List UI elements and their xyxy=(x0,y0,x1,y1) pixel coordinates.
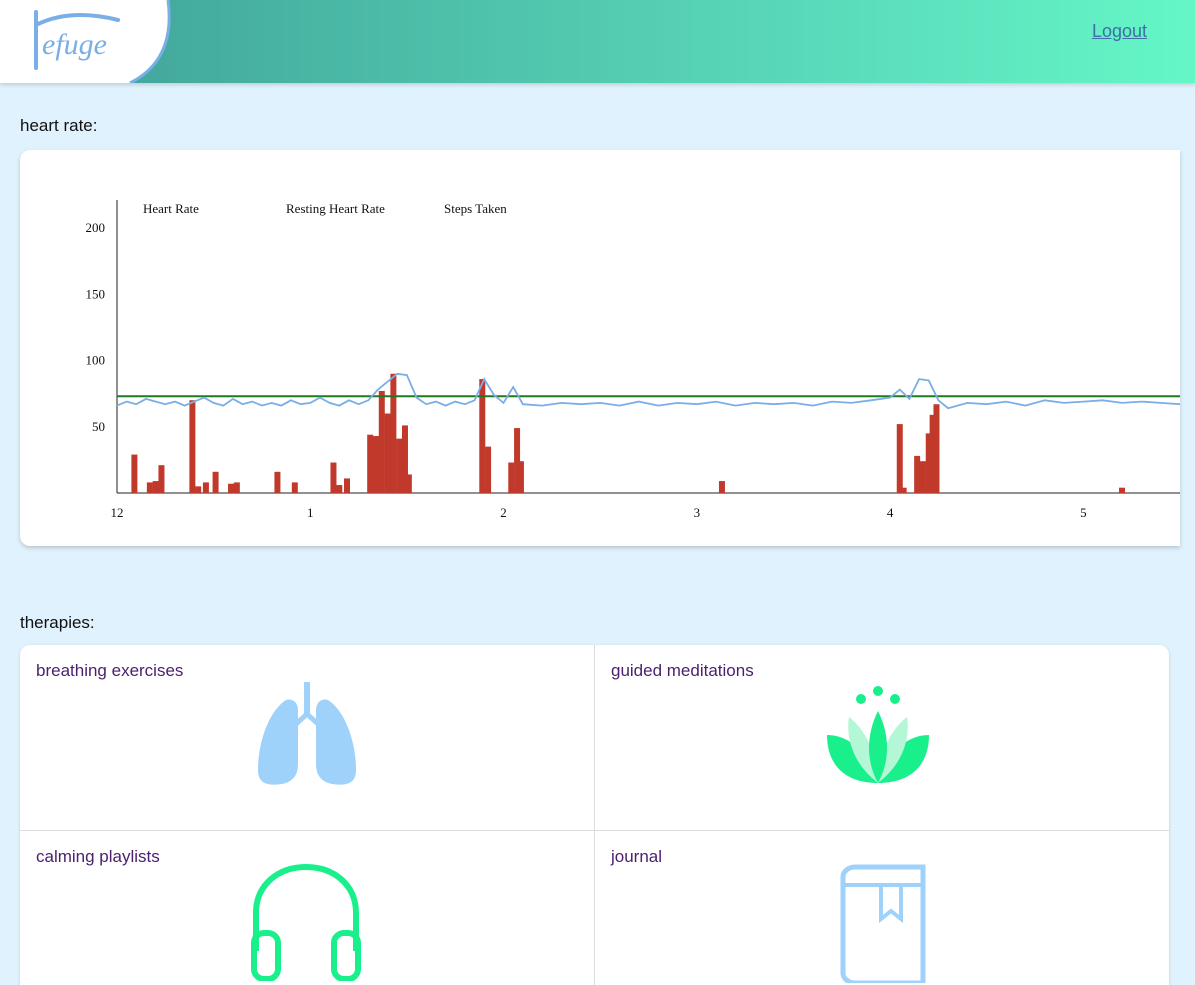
therapy-title: breathing exercises xyxy=(36,661,184,680)
y-tick-label: 100 xyxy=(86,353,106,368)
logo-mark: efuge xyxy=(0,0,171,83)
steps-bar xyxy=(914,455,921,493)
steps-bar xyxy=(1119,487,1126,493)
legend-item[interactable]: Resting Heart Rate xyxy=(286,201,385,216)
therapy-breathing-exercises[interactable]: breathing exercises xyxy=(20,645,594,831)
logout-link[interactable]: Logout xyxy=(1091,21,1147,41)
steps-bar xyxy=(228,483,235,493)
steps-bar xyxy=(718,481,725,493)
steps-bar xyxy=(396,438,403,493)
steps-bar xyxy=(212,471,219,493)
heart-rate-line xyxy=(116,372,1180,410)
x-tick-label: 12 xyxy=(111,505,124,520)
y-tick-label: 50 xyxy=(92,419,105,434)
steps-bar xyxy=(517,461,524,493)
steps-bar xyxy=(479,379,486,493)
steps-bar xyxy=(158,465,165,493)
steps-bar xyxy=(508,462,515,493)
steps-bar xyxy=(405,474,412,493)
steps-bar xyxy=(384,413,391,493)
steps-bar xyxy=(390,373,397,493)
heart-rate-heading: heart rate: xyxy=(20,116,98,135)
legend-item[interactable]: Heart Rate xyxy=(143,201,199,216)
x-tick-label: 1 xyxy=(307,505,314,520)
x-tick-label: 4 xyxy=(887,505,894,520)
steps-bar xyxy=(900,487,907,493)
steps-bar xyxy=(291,482,298,493)
steps-bar xyxy=(189,400,196,493)
therapies-heading: therapies: xyxy=(20,613,95,632)
steps-bar xyxy=(233,482,240,493)
steps-bar xyxy=(343,478,350,493)
steps-bar xyxy=(485,446,492,493)
steps-bar xyxy=(896,424,903,493)
steps-bar xyxy=(925,433,932,493)
steps-bar xyxy=(202,482,209,493)
steps-bar xyxy=(372,436,379,493)
logo[interactable]: efuge xyxy=(0,0,230,83)
steps-bar xyxy=(933,404,940,493)
y-tick-label: 150 xyxy=(86,286,106,301)
steps-bar xyxy=(152,481,159,493)
grid-divider-horizontal xyxy=(20,830,1169,831)
steps-bar xyxy=(330,462,337,493)
therapy-journal[interactable]: journal xyxy=(595,831,1169,985)
x-tick-label: 3 xyxy=(694,505,701,520)
app-header: efuge Logout xyxy=(0,0,1195,83)
lungs-icon xyxy=(258,682,356,785)
steps-bar xyxy=(367,434,374,493)
x-tick-label: 2 xyxy=(500,505,507,520)
steps-bar xyxy=(274,471,281,493)
logo-text: efuge xyxy=(42,28,107,61)
grid-divider-vertical xyxy=(594,645,595,985)
therapy-guided-meditations[interactable]: guided meditations xyxy=(595,645,1169,831)
heart-rate-chart: 50 100 150 200 12 1 2 3 4 5 Heart Rate Resting He… xyxy=(20,150,1180,546)
steps-bar xyxy=(929,414,936,493)
y-tick-label: 200 xyxy=(86,220,106,235)
therapy-title: journal xyxy=(611,847,663,866)
steps-bar xyxy=(336,485,343,493)
book-icon xyxy=(840,864,926,983)
x-tick-label: 5 xyxy=(1080,505,1087,520)
therapies-grid: breathing exercises guided meditations c… xyxy=(20,645,1169,985)
headphones-icon xyxy=(251,863,361,981)
steps-bar xyxy=(919,461,926,493)
lotus-icon xyxy=(827,686,929,783)
steps-bar xyxy=(401,425,408,493)
steps-bar xyxy=(146,482,153,493)
steps-bar xyxy=(514,428,521,493)
steps-bar xyxy=(131,454,138,493)
therapy-title: calming playlists xyxy=(36,847,160,866)
steps-bar xyxy=(378,390,385,493)
legend-item[interactable]: Steps Taken xyxy=(444,201,507,216)
therapy-calming-playlists[interactable]: calming playlists xyxy=(20,831,594,985)
steps-bar xyxy=(195,486,202,493)
therapy-title: guided meditations xyxy=(611,661,754,680)
